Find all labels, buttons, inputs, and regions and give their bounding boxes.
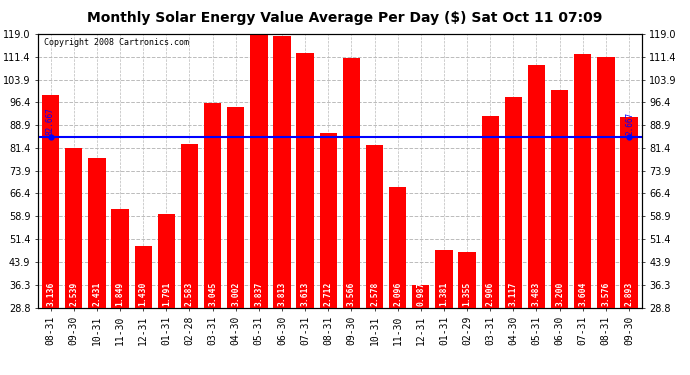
Bar — [135, 246, 152, 308]
Bar — [366, 145, 383, 308]
Bar — [250, 34, 268, 308]
Text: 3.576: 3.576 — [602, 282, 611, 306]
Text: 2.906: 2.906 — [486, 282, 495, 306]
Bar — [227, 107, 244, 308]
Text: 0.987: 0.987 — [416, 282, 425, 306]
Text: 2.712: 2.712 — [324, 282, 333, 306]
Text: 3.813: 3.813 — [277, 282, 286, 306]
Bar — [551, 90, 569, 308]
Text: 3.200: 3.200 — [555, 282, 564, 306]
Text: Monthly Solar Energy Value Average Per Day ($) Sat Oct 11 07:09: Monthly Solar Energy Value Average Per D… — [88, 11, 602, 25]
Bar — [597, 57, 615, 308]
Bar — [343, 58, 360, 308]
Text: 3.837: 3.837 — [255, 282, 264, 306]
Bar — [88, 158, 106, 308]
Bar — [574, 54, 591, 307]
Text: 2.096: 2.096 — [393, 282, 402, 306]
Text: 1.355: 1.355 — [462, 282, 471, 306]
Bar — [204, 104, 221, 308]
Bar — [297, 54, 314, 307]
Bar — [482, 116, 499, 308]
Text: 3.613: 3.613 — [301, 282, 310, 306]
Bar — [458, 252, 475, 308]
Bar — [620, 117, 638, 308]
Bar — [273, 36, 290, 308]
Text: 3.566: 3.566 — [347, 282, 356, 306]
Text: 2.583: 2.583 — [185, 282, 194, 306]
Bar — [412, 285, 429, 308]
Text: 2.539: 2.539 — [69, 282, 78, 306]
Text: Copyright 2008 Cartronics.com: Copyright 2008 Cartronics.com — [44, 38, 189, 47]
Bar — [65, 148, 83, 308]
Text: 1.430: 1.430 — [139, 282, 148, 306]
Bar — [181, 144, 198, 308]
Text: 2.578: 2.578 — [370, 282, 379, 306]
Bar — [504, 97, 522, 308]
Text: 1.849: 1.849 — [115, 282, 125, 306]
Text: 3.045: 3.045 — [208, 282, 217, 306]
Text: 3.483: 3.483 — [532, 282, 541, 306]
Bar — [389, 187, 406, 308]
Text: 3.002: 3.002 — [231, 282, 240, 306]
Text: 3.604: 3.604 — [578, 282, 587, 306]
Text: 1.381: 1.381 — [440, 282, 449, 306]
Bar — [157, 214, 175, 308]
Text: 1.791: 1.791 — [162, 282, 171, 306]
Text: 3.117: 3.117 — [509, 282, 518, 306]
Bar — [42, 96, 59, 308]
Bar — [528, 65, 545, 308]
Text: 3.136: 3.136 — [46, 282, 55, 306]
Text: 2.667: 2.667 — [626, 112, 635, 135]
Text: 2.431: 2.431 — [92, 282, 101, 306]
Text: 2.893: 2.893 — [624, 282, 633, 306]
Text: 82.667: 82.667 — [45, 108, 54, 135]
Bar — [435, 250, 453, 307]
Bar — [319, 133, 337, 308]
Bar — [111, 209, 129, 308]
